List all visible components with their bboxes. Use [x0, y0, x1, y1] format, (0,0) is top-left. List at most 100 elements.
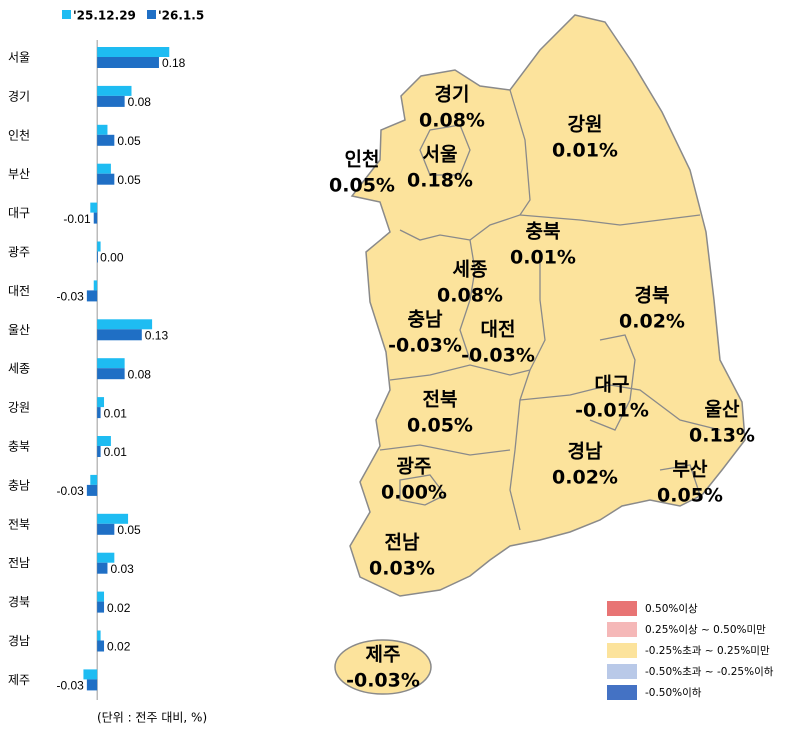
region-value: 0.13% — [689, 425, 755, 447]
data-label: 0.02 — [107, 640, 131, 654]
region-value: 0.01% — [552, 140, 618, 162]
data-label: 0.05 — [117, 523, 141, 537]
region-name: 전북 — [423, 389, 458, 411]
region-name: 제주 — [366, 644, 401, 666]
bar — [97, 134, 115, 146]
jeju — [334, 639, 432, 695]
bar — [93, 212, 98, 224]
region-name: 광주 — [397, 456, 432, 478]
bar — [97, 591, 105, 602]
mainland — [349, 14, 746, 597]
category-label: 대구 — [8, 206, 30, 220]
bar — [86, 290, 98, 302]
region-value: 0.02% — [619, 311, 685, 333]
region-name: 부산 — [673, 459, 708, 481]
category-label: 충남 — [8, 478, 30, 492]
region-name: 세종 — [453, 259, 488, 281]
bar — [97, 552, 115, 563]
map-legend-label: -0.50%이하 — [645, 686, 702, 699]
bar — [97, 85, 132, 96]
region-value: 0.18% — [407, 170, 473, 192]
region-value: 0.05% — [407, 415, 473, 437]
legend-swatch — [62, 10, 71, 19]
bar — [93, 280, 98, 291]
data-label: 0.08 — [128, 367, 152, 381]
bar — [97, 601, 105, 613]
region-name: 경북 — [635, 285, 670, 307]
data-label: -0.03 — [57, 484, 85, 498]
bar — [97, 319, 153, 330]
region-value: -0.01% — [575, 400, 649, 422]
region-name: 충남 — [408, 309, 443, 331]
korea-map — [334, 14, 746, 695]
category-label: 부산 — [8, 167, 30, 181]
unit-note: (단위 : 전주 대비, %) — [97, 711, 207, 725]
region-value: 0.00% — [381, 482, 447, 504]
region-value: 0.03% — [369, 558, 435, 580]
borders — [379, 89, 721, 531]
category-label: 경북 — [8, 595, 30, 609]
region-name: 대전 — [481, 319, 516, 341]
bar — [86, 679, 98, 691]
region-value: 0.02% — [552, 467, 618, 489]
region-value: -0.03% — [388, 335, 462, 357]
bar — [97, 251, 98, 263]
region-value: -0.03% — [346, 670, 420, 692]
bar — [97, 562, 108, 574]
bar — [97, 436, 111, 446]
bar — [97, 47, 170, 57]
bar — [83, 669, 98, 680]
bar — [97, 358, 125, 369]
region-value: 0.05% — [657, 485, 723, 507]
region-name: 충북 — [526, 221, 561, 243]
category-label: 대전 — [8, 284, 30, 298]
category-label: 울산 — [8, 323, 30, 337]
map-legend-swatch — [607, 664, 637, 679]
map-legend-label: -0.25%초과 ~ 0.25%미만 — [645, 645, 770, 657]
bar — [97, 329, 142, 341]
data-label: 0.18 — [162, 56, 186, 70]
map-legend-swatch — [607, 601, 637, 616]
region-value: -0.03% — [461, 345, 535, 367]
bar — [90, 474, 98, 485]
category-label: 인천 — [8, 127, 30, 142]
bar — [97, 368, 125, 380]
region-value: 0.01% — [510, 247, 576, 269]
data-label: -0.03 — [57, 679, 85, 693]
data-label: 0.05 — [117, 134, 141, 148]
category-label: 광주 — [8, 245, 30, 259]
category-label: 경남 — [8, 634, 30, 648]
data-label: 0.01 — [104, 445, 128, 459]
region-name: 경기 — [435, 84, 470, 106]
region-value: 0.05% — [329, 175, 395, 197]
category-label: 전남 — [8, 556, 30, 570]
data-label: 0.08 — [128, 95, 152, 109]
region-name: 경남 — [568, 441, 603, 463]
data-label: 0.03 — [110, 562, 134, 576]
bar — [97, 57, 159, 68]
data-label: 0.00 — [100, 251, 124, 265]
category-label: 경기 — [8, 89, 30, 103]
category-label: 서울 — [8, 51, 30, 65]
region-name: 울산 — [705, 399, 740, 421]
region-name: 강원 — [568, 114, 603, 136]
data-label: -0.03 — [57, 290, 85, 304]
category-label: 제주 — [8, 673, 30, 687]
bar — [90, 202, 98, 213]
region-name: 인천 — [345, 149, 380, 171]
map-legend-swatch — [607, 622, 637, 637]
bar — [97, 407, 101, 419]
legend-label: '25.12.29 — [73, 9, 136, 23]
bar — [97, 640, 105, 652]
bar — [97, 95, 125, 107]
category-label: 세종 — [8, 362, 30, 376]
region-name: 전남 — [385, 532, 420, 554]
bar — [97, 397, 105, 408]
map-legend-label: -0.50%초과 ~ -0.25%이하 — [645, 665, 774, 678]
bar — [97, 124, 108, 135]
data-label: 0.05 — [117, 173, 141, 187]
legend-swatch — [147, 10, 156, 19]
bar — [97, 446, 101, 457]
region-value: 0.08% — [437, 285, 503, 307]
